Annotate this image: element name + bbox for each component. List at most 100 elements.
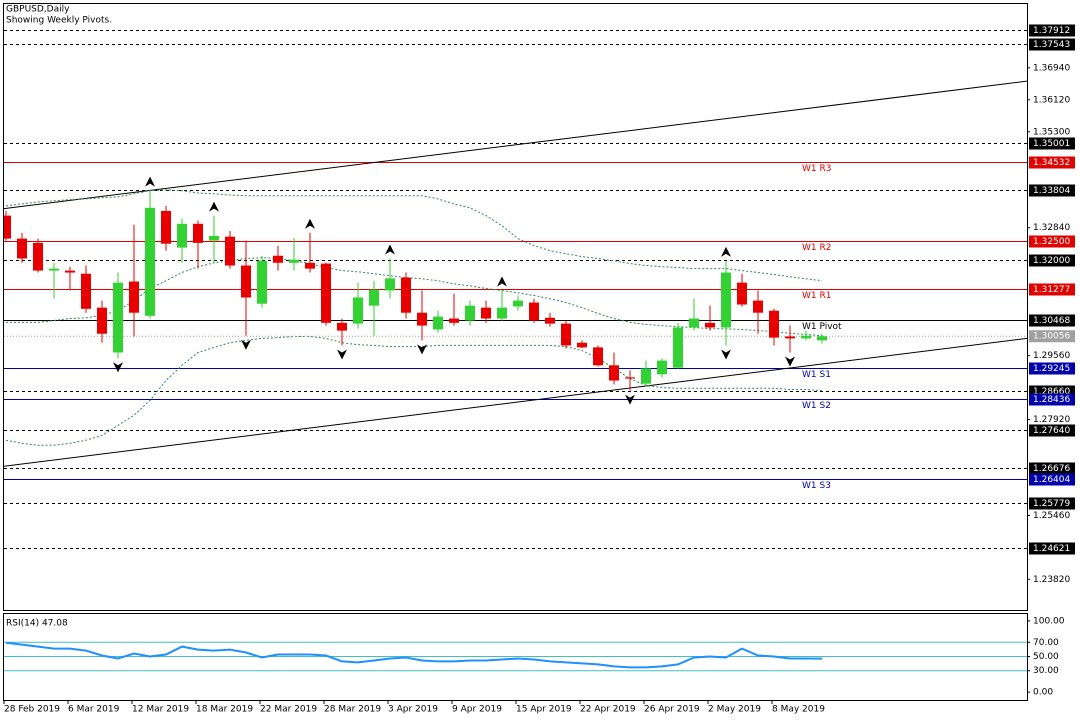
- level-price-box: [1029, 235, 1075, 248]
- y-tick-label: 1.23820: [1033, 575, 1070, 585]
- current-price-box: [1029, 330, 1075, 343]
- level-name: W1 S2: [802, 401, 831, 411]
- y-tick-label: 1.35300: [1033, 127, 1070, 137]
- level-price-box: [1029, 362, 1075, 375]
- fractal-down: [241, 339, 251, 350]
- candle-body: [353, 297, 363, 324]
- x-tick-label: 9 Apr 2019: [452, 705, 502, 715]
- x-tick-label: 12 Mar 2019: [132, 705, 189, 715]
- fractal-down: [625, 394, 635, 405]
- level-price-box: [1029, 542, 1075, 555]
- x-tick-label: 26 Apr 2019: [644, 705, 700, 715]
- level-price-box: [1029, 38, 1075, 51]
- y-tick-label: 1.27920: [1033, 415, 1070, 425]
- level-price-box: [1029, 156, 1075, 169]
- level-price-label: 1.29245: [1033, 364, 1070, 374]
- level-name: W1 S1: [802, 370, 831, 380]
- candle-body: [673, 327, 683, 368]
- candle-body: [17, 238, 27, 259]
- rsi-y-tick-label: 30.00: [1033, 666, 1059, 676]
- candle-body: [161, 210, 171, 244]
- x-tick-label: 6 Mar 2019: [68, 705, 120, 715]
- fractal-down: [337, 349, 347, 360]
- candle-body: [65, 270, 75, 273]
- candle-body: [81, 273, 91, 309]
- level-name: W1 R2: [802, 243, 831, 253]
- candle-body: [513, 300, 523, 307]
- candle-body: [625, 377, 635, 379]
- level-price-label: 1.24621: [1033, 544, 1070, 554]
- candle-body: [497, 307, 507, 319]
- x-tick-label: 15 Apr 2019: [516, 705, 572, 715]
- level-price-label: 1.28660: [1033, 387, 1070, 397]
- x-tick-label: 18 Mar 2019: [196, 705, 253, 715]
- level-price-box: [1029, 473, 1075, 486]
- candle-body: [417, 312, 427, 326]
- rsi-y-tick-label: 50.00: [1033, 652, 1059, 662]
- candle-body: [801, 335, 811, 339]
- level-price-box: [1029, 137, 1075, 150]
- fractal-up: [305, 218, 315, 229]
- candle-body: [465, 305, 475, 321]
- candle-body: [225, 236, 235, 266]
- candle-body: [657, 360, 667, 375]
- candle-body: [385, 278, 395, 291]
- level-name: W1 Pivot: [802, 322, 842, 332]
- level-price-label: 1.32500: [1033, 237, 1070, 247]
- level-price-box: [1029, 497, 1075, 510]
- level-price-box: [1029, 393, 1075, 406]
- candle-body: [705, 322, 715, 328]
- trendline: [4, 337, 1027, 467]
- candle-body: [753, 300, 763, 313]
- rsi-y-tick-label: 100.00: [1033, 616, 1065, 626]
- candle-body: [369, 289, 379, 306]
- band-upper: [5, 189, 823, 282]
- fractal-up: [385, 244, 395, 255]
- level-price-label: 1.26404: [1033, 475, 1070, 485]
- candle-body: [529, 302, 539, 321]
- rsi-line: [5, 641, 823, 669]
- level-name: W1 R3: [802, 164, 831, 174]
- candle-body: [145, 207, 155, 316]
- candle-body: [209, 235, 219, 241]
- fractal-down: [417, 344, 427, 355]
- level-price-label: 1.37543: [1033, 40, 1070, 50]
- candle-body: [97, 307, 107, 334]
- level-price-label: 1.34532: [1033, 158, 1070, 168]
- fractal-down: [785, 356, 795, 367]
- rsi-title: RSI(14) 47.08: [6, 619, 68, 629]
- level-price-label: 1.30468: [1033, 316, 1070, 326]
- level-price-box: [1029, 24, 1075, 37]
- fractal-down: [721, 349, 731, 360]
- x-tick-label: 3 Apr 2019: [388, 705, 438, 715]
- candle-body: [593, 347, 603, 366]
- candle-body: [689, 318, 699, 328]
- fractal-up: [721, 246, 731, 257]
- fractal-down: [113, 362, 123, 373]
- candle-body: [4, 215, 11, 239]
- candle-body: [289, 259, 299, 263]
- chart-subtitle: Showing Weekly Pivots.: [6, 16, 112, 26]
- price-plot: [4, 30, 1027, 549]
- fractal-up: [209, 201, 219, 212]
- level-price-label: 1.33804: [1033, 186, 1070, 196]
- candle-body: [49, 268, 59, 271]
- candle-body: [337, 322, 347, 331]
- band-lower: [5, 336, 823, 446]
- y-tick-label: 1.29560: [1033, 351, 1070, 361]
- price-panel-frame: [3, 3, 1028, 611]
- current-price-label: 1.30056: [1033, 332, 1070, 342]
- candle-body: [577, 342, 587, 348]
- band-middle: [6, 257, 823, 337]
- candle-body: [481, 307, 491, 319]
- candle-body: [433, 316, 443, 330]
- candle-body: [721, 272, 731, 328]
- candle-body: [561, 323, 571, 346]
- y-tick-label: 1.36940: [1033, 63, 1070, 73]
- candle-body: [401, 277, 411, 313]
- x-tick-label: 8 May 2019: [772, 705, 825, 715]
- candle-body: [241, 265, 251, 298]
- trendline: [4, 80, 1027, 210]
